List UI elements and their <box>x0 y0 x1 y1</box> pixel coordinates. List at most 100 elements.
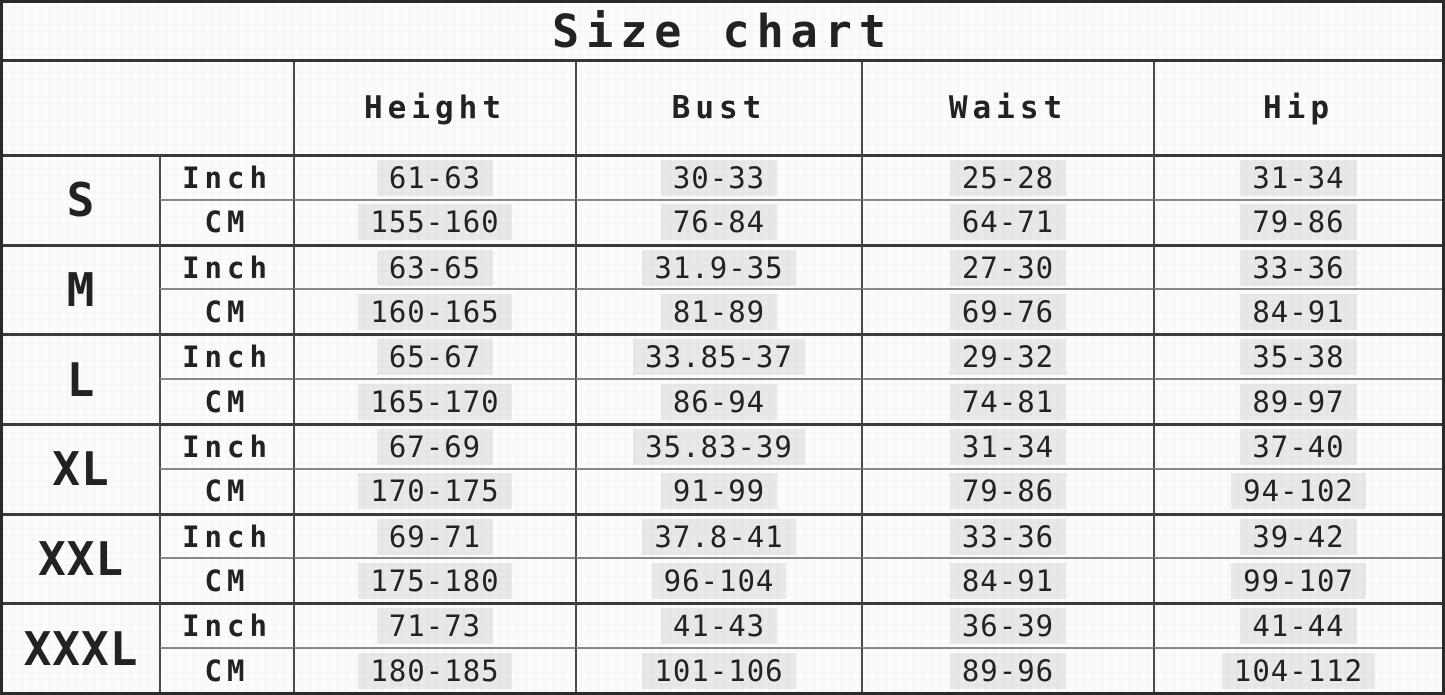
column-header-height: Height <box>293 62 575 154</box>
cell-value: 29-32 <box>949 339 1067 376</box>
cell-s-cm-waist: 64-71 <box>861 198 1153 244</box>
size-label-xxl: XXL <box>3 512 159 603</box>
cell-value: 84-91 <box>1240 293 1357 330</box>
cell-value: 41-44 <box>1240 608 1357 645</box>
cell-l-cm-hip: 89-97 <box>1153 378 1442 423</box>
cell-value: 175-180 <box>358 562 512 599</box>
cell-s-inch-bust: 30-33 <box>575 154 861 199</box>
cell-value: 89-96 <box>949 652 1067 689</box>
cell-value: 31.9-35 <box>642 249 796 286</box>
cell-xl-inch-bust: 35.83-39 <box>575 422 861 468</box>
cell-value: 165-170 <box>358 383 512 420</box>
cell-s-cm-bust: 76-84 <box>575 198 861 244</box>
cell-value: 89-97 <box>1240 383 1357 420</box>
cell-xxl-cm-height: 175-180 <box>293 557 575 603</box>
unit-label-inch: Inch <box>159 154 293 199</box>
cell-value: 64-71 <box>949 204 1067 241</box>
cell-value: 33-36 <box>1240 249 1357 286</box>
unit-label-inch: Inch <box>159 333 293 379</box>
cell-value: 35.83-39 <box>633 428 805 465</box>
cell-m-inch-waist: 27-30 <box>861 243 1153 289</box>
cell-value: 36-39 <box>949 608 1067 645</box>
cell-value: 155-160 <box>358 204 512 241</box>
cell-value: 96-104 <box>651 562 787 599</box>
column-header-bust: Bust <box>575 62 861 154</box>
cell-m-inch-height: 63-65 <box>293 243 575 289</box>
cell-xl-inch-hip: 37-40 <box>1153 422 1442 468</box>
unit-label-inch: Inch <box>159 512 293 558</box>
cell-xxl-inch-height: 69-71 <box>293 512 575 558</box>
cell-m-cm-hip: 84-91 <box>1153 288 1442 334</box>
size-label-xl: XL <box>3 422 159 513</box>
cell-value: 63-65 <box>376 249 494 286</box>
cell-l-cm-bust: 86-94 <box>575 378 861 423</box>
cell-value: 61-63 <box>376 159 494 196</box>
unit-label-cm: CM <box>159 198 293 244</box>
cell-value: 99-107 <box>1231 562 1366 599</box>
cell-value: 27-30 <box>949 249 1067 286</box>
cell-value: 31-34 <box>1240 159 1357 196</box>
cell-m-cm-bust: 81-89 <box>575 288 861 334</box>
cell-s-inch-waist: 25-28 <box>861 154 1153 199</box>
cell-value: 79-86 <box>1240 204 1357 241</box>
unit-label-cm: CM <box>159 378 293 423</box>
unit-label-cm: CM <box>159 647 293 692</box>
size-label-m: M <box>3 243 159 334</box>
cell-m-inch-bust: 31.9-35 <box>575 243 861 289</box>
cell-value: 94-102 <box>1231 473 1366 510</box>
cell-xxxl-inch-bust: 41-43 <box>575 602 861 648</box>
cell-l-inch-height: 65-67 <box>293 333 575 379</box>
cell-xl-cm-waist: 79-86 <box>861 467 1153 513</box>
chart-title: Size chart <box>3 3 1442 62</box>
size-label-l: L <box>3 333 159 423</box>
size-label-xxxl: XXXL <box>3 602 159 692</box>
cell-xxxl-inch-waist: 36-39 <box>861 602 1153 648</box>
cell-value: 37-40 <box>1240 428 1357 465</box>
unit-label-cm: CM <box>159 557 293 603</box>
cell-value: 91-99 <box>660 473 778 510</box>
cell-value: 71-73 <box>376 608 494 645</box>
cell-xl-inch-height: 67-69 <box>293 422 575 468</box>
cell-xxl-inch-waist: 33-36 <box>861 512 1153 558</box>
unit-label-cm: CM <box>159 288 293 334</box>
cell-xxl-cm-hip: 99-107 <box>1153 557 1442 603</box>
cell-xxxl-inch-hip: 41-44 <box>1153 602 1442 648</box>
cell-xxl-inch-bust: 37.8-41 <box>575 512 861 558</box>
cell-s-cm-height: 155-160 <box>293 198 575 244</box>
cell-value: 41-43 <box>660 608 778 645</box>
cell-value: 84-91 <box>949 562 1067 599</box>
cell-xxxl-cm-hip: 104-112 <box>1153 647 1442 692</box>
unit-label-inch: Inch <box>159 243 293 289</box>
cell-value: 33-36 <box>949 518 1067 555</box>
cell-value: 101-106 <box>642 652 796 689</box>
cell-xl-inch-waist: 31-34 <box>861 422 1153 468</box>
cell-value: 37.8-41 <box>642 518 796 555</box>
cell-value: 31-34 <box>949 428 1067 465</box>
unit-label-cm: CM <box>159 467 293 513</box>
cell-l-inch-bust: 33.85-37 <box>575 333 861 379</box>
cell-xxxl-cm-bust: 101-106 <box>575 647 861 692</box>
cell-value: 160-165 <box>358 293 512 330</box>
cell-value: 69-76 <box>949 293 1067 330</box>
cell-xxl-cm-bust: 96-104 <box>575 557 861 603</box>
cell-m-cm-height: 160-165 <box>293 288 575 334</box>
cell-value: 180-185 <box>358 652 512 689</box>
cell-value: 65-67 <box>376 339 494 376</box>
cell-l-cm-height: 165-170 <box>293 378 575 423</box>
cell-m-cm-waist: 69-76 <box>861 288 1153 334</box>
cell-value: 79-86 <box>949 473 1067 510</box>
cell-xxxl-cm-waist: 89-96 <box>861 647 1153 692</box>
column-header-waist: Waist <box>861 62 1153 154</box>
cell-m-inch-hip: 33-36 <box>1153 243 1442 289</box>
cell-value: 35-38 <box>1240 339 1357 376</box>
cell-value: 33.85-37 <box>633 339 805 376</box>
unit-label-inch: Inch <box>159 422 293 468</box>
cell-value: 25-28 <box>949 159 1067 196</box>
cell-l-cm-waist: 74-81 <box>861 378 1153 423</box>
unit-label-inch: Inch <box>159 602 293 648</box>
cell-s-cm-hip: 79-86 <box>1153 198 1442 244</box>
cell-value: 30-33 <box>660 159 778 196</box>
cell-value: 81-89 <box>660 293 778 330</box>
cell-value: 74-81 <box>949 383 1067 420</box>
